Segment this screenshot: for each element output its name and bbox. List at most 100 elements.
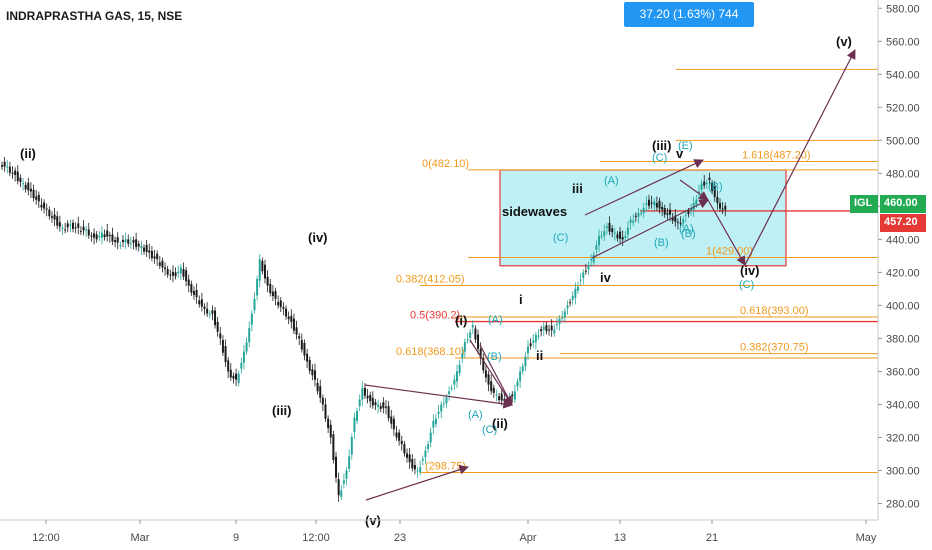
y-tick-label: 420.00 — [886, 267, 920, 279]
candle-body — [27, 182, 30, 191]
candle-body — [258, 259, 261, 281]
candle-body — [214, 310, 217, 326]
candle-body — [292, 318, 295, 331]
candle-body — [403, 444, 406, 454]
candle-body — [550, 325, 553, 331]
candle-body — [342, 480, 345, 484]
level-label: (298.75) — [425, 461, 466, 473]
candle-body — [356, 411, 359, 421]
y-tick-label: 480.00 — [886, 168, 920, 180]
candle-body — [127, 239, 130, 244]
sub-wave-label: (A) — [468, 409, 483, 421]
candle-body — [682, 219, 685, 224]
candle-body — [50, 216, 53, 218]
candle-body — [298, 336, 301, 339]
candle-body — [208, 313, 211, 315]
sub-wave-label: (B) — [681, 228, 696, 240]
candle-body — [650, 202, 653, 204]
candle-body — [406, 453, 409, 458]
candle-body — [327, 418, 330, 429]
sub-wave-label: (C) — [482, 424, 497, 436]
candle-body — [116, 237, 119, 243]
candle-body — [379, 406, 382, 409]
projection-arrow — [591, 199, 709, 259]
wave-label: ii — [536, 348, 543, 363]
candle-body — [93, 233, 96, 238]
y-tick-label: 500.00 — [886, 135, 920, 147]
candle-body — [300, 340, 303, 350]
y-tick-label: 580.00 — [886, 3, 920, 15]
candle-body — [595, 245, 598, 250]
candle-body — [287, 316, 290, 320]
candle-body — [56, 216, 59, 226]
candle-body — [124, 239, 127, 243]
wave-label: (i) — [455, 313, 467, 328]
candle-body — [229, 369, 232, 378]
candle-body — [348, 456, 351, 469]
candle-body — [285, 308, 288, 317]
candle-body — [40, 204, 43, 208]
candle-body — [626, 227, 629, 235]
candle-body — [6, 166, 9, 168]
candle-body — [114, 239, 117, 243]
candle-body — [474, 328, 477, 340]
candle-body — [390, 416, 393, 424]
candle-body — [32, 189, 35, 199]
candle-body — [545, 325, 548, 332]
box-label: sidewaves — [502, 204, 567, 219]
candle-body — [408, 454, 411, 463]
candle-body — [511, 394, 514, 397]
candle-body — [571, 296, 574, 300]
candle-body — [400, 440, 403, 445]
candle-body — [463, 341, 466, 352]
candle-body — [203, 306, 206, 309]
candle-body — [137, 243, 140, 247]
wave-label: (iii) — [272, 403, 292, 418]
candle-body — [437, 411, 440, 414]
candle-body — [716, 196, 719, 204]
candle-body — [174, 272, 177, 277]
candle-body — [19, 177, 22, 183]
candle-body — [521, 366, 524, 372]
sub-wave-label: (B) — [487, 351, 502, 363]
candle-body — [669, 209, 672, 215]
candle-body — [43, 202, 46, 209]
candle-body — [316, 382, 319, 392]
candle-body — [216, 321, 219, 332]
candle-body — [645, 203, 648, 205]
candle-body — [282, 307, 285, 309]
candle-body — [653, 201, 656, 206]
candle-body — [621, 237, 624, 240]
candle-body — [250, 313, 253, 325]
candle-body — [421, 458, 424, 461]
sideways-box — [499, 169, 787, 267]
candle-body — [424, 450, 427, 458]
candle-body — [387, 406, 390, 419]
x-tick-label: 13 — [614, 532, 626, 544]
candle-body — [261, 260, 264, 272]
candle-body — [274, 291, 277, 299]
candle-body — [724, 205, 727, 210]
candle-body — [45, 208, 48, 210]
y-tick-label: 560.00 — [886, 36, 920, 48]
resistance-price-value: 457.20 — [884, 216, 918, 228]
candle-body — [395, 432, 398, 438]
candle-body — [553, 329, 556, 334]
level-label: 1.618(487.20) — [742, 149, 811, 161]
pattern-line — [479, 344, 513, 406]
candle-body — [345, 470, 348, 479]
candle-body — [187, 279, 190, 286]
x-tick-label: 12:00 — [32, 532, 60, 544]
candle-body — [195, 289, 198, 298]
candle-body — [500, 393, 503, 401]
sub-wave-label: (A) — [488, 314, 503, 326]
candle-body — [711, 183, 714, 191]
candle-body — [58, 222, 61, 227]
projection-arrow — [365, 465, 469, 501]
candle-body — [374, 402, 377, 405]
candle-body — [140, 245, 143, 249]
candle-body — [624, 236, 627, 238]
sub-wave-label: (C) — [652, 152, 667, 164]
